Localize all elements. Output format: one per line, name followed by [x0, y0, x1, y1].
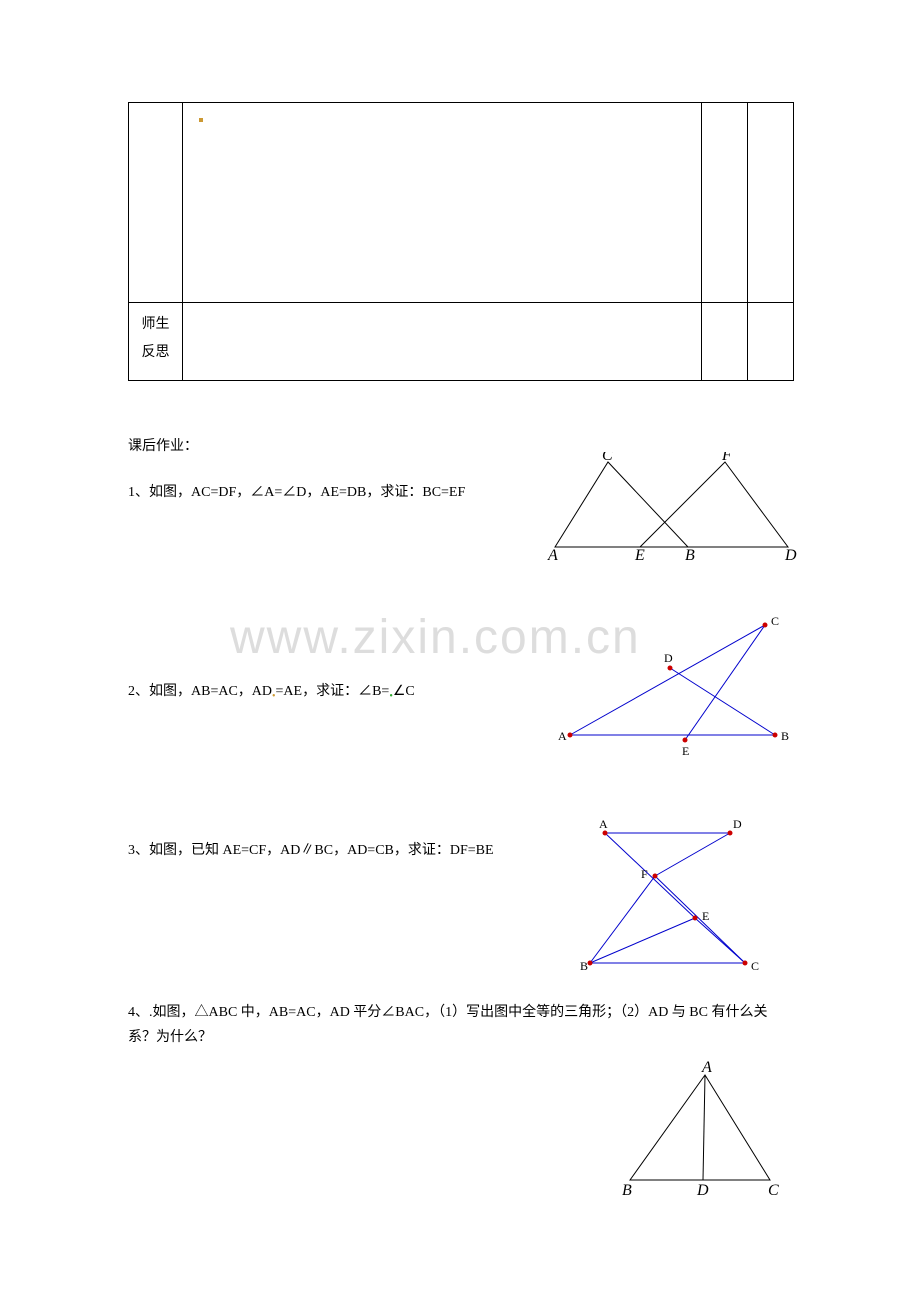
- problem-2-text-b: =AE，求证：∠B=: [276, 684, 390, 699]
- diagram-3: A D F E B C: [575, 818, 775, 978]
- table-cell: [748, 103, 794, 303]
- problem-2-text-a: 2、如图，AB=AC，AD: [128, 684, 272, 699]
- problem-1: 1、如图，AC=DF，∠A=∠D，AE=DB，求证：BC=EF: [128, 480, 798, 505]
- label-C: C: [771, 614, 779, 628]
- label-F: F: [721, 452, 732, 464]
- label-C: C: [602, 452, 613, 464]
- label-E: E: [634, 547, 645, 562]
- label-D: D: [784, 547, 797, 562]
- table-row-label: 师生反思: [129, 303, 183, 381]
- orange-dot-icon: [199, 118, 203, 122]
- label-E: E: [702, 909, 709, 923]
- label-E: E: [682, 744, 689, 758]
- label-B: B: [781, 729, 789, 743]
- table-cell: [129, 103, 183, 303]
- problem-1-text: 1、如图，AC=DF，∠A=∠D，AE=DB，求证：BC=EF: [128, 485, 465, 500]
- homework-title: 课后作业：: [128, 435, 198, 455]
- diagram-4: A B D C: [610, 1060, 790, 1200]
- table-cell: [182, 303, 701, 381]
- label-D: D: [733, 818, 742, 831]
- label-A: A: [701, 1060, 712, 1076]
- diagram-1: A E B D C F: [540, 452, 800, 562]
- label-B: B: [580, 959, 588, 973]
- label-B: B: [685, 547, 695, 562]
- label-F: F: [641, 867, 648, 881]
- label-A: A: [558, 729, 567, 743]
- table-cell: [748, 303, 794, 381]
- label-C: C: [751, 959, 759, 973]
- lesson-table: 师生反思: [128, 102, 794, 381]
- label-B: B: [622, 1182, 632, 1199]
- label-A: A: [547, 547, 558, 562]
- table-cell: [702, 303, 748, 381]
- problem-4: 4、.如图，△ABC 中，AB=AC，AD 平分∠BAC，（1）写出图中全等的三…: [128, 1000, 794, 1050]
- label-D: D: [696, 1182, 709, 1199]
- table-cell: [702, 103, 748, 303]
- problem-2: 2、如图，AB=AC，AD•=AE，求证：∠B=•∠C: [128, 679, 798, 706]
- label-C: C: [768, 1182, 779, 1199]
- problem-3-text: 3、如图，已知 AE=CF，AD∥BC，AD=CB，求证：DF=BE: [128, 843, 494, 858]
- problem-4-text: 4、.如图，△ABC 中，AB=AC，AD 平分∠BAC，（1）写出图中全等的三…: [128, 1005, 767, 1045]
- problem-2-text-c: ∠C: [393, 684, 415, 699]
- label-A: A: [599, 818, 608, 831]
- table-cell: [182, 103, 701, 303]
- label-D: D: [664, 651, 673, 665]
